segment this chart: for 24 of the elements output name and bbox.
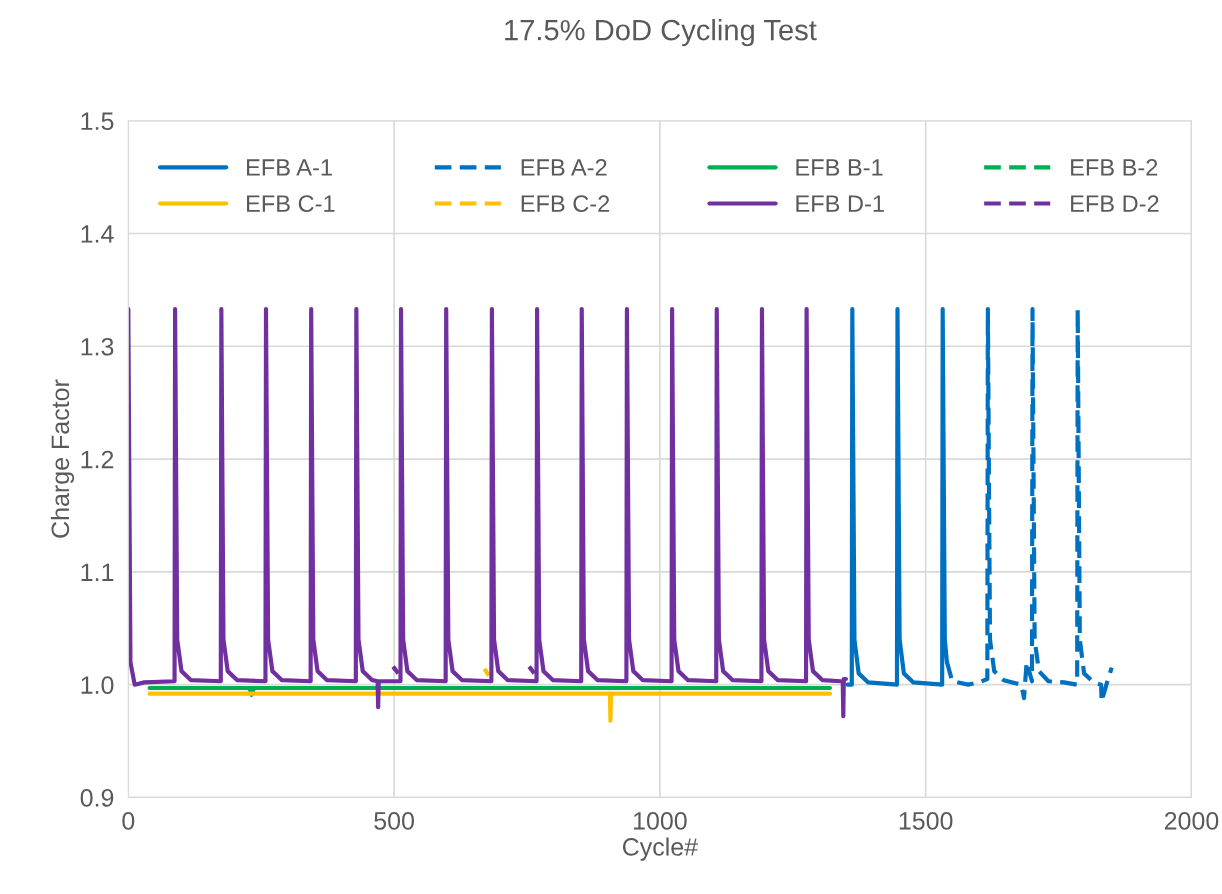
y-tick-label: 1.1 [81, 563, 114, 581]
y-tick-label: 1.0 [81, 676, 114, 694]
x-tick-label: 500 [374, 812, 414, 830]
legend-label: EFB D-2 [1071, 195, 1159, 212]
x-tick-label: 0 [122, 812, 135, 830]
legend-label: EFB A-1 [247, 159, 332, 176]
legend-label: EFB D-1 [796, 195, 884, 212]
legend-label: EFB B-1 [796, 159, 883, 176]
x-tick-label: 1000 [633, 812, 687, 830]
legend-label: EFB B-2 [1071, 159, 1158, 176]
y-tick-label: 1.4 [81, 225, 114, 243]
legend-label: EFB C-2 [521, 195, 610, 212]
x-tick-label: 1500 [899, 812, 953, 830]
y-tick-label: 0.9 [80, 789, 114, 807]
y-axis-title: Charge Factor [50, 379, 75, 538]
y-tick-label: 1.5 [81, 112, 114, 130]
legend-label: EFB A-2 [521, 159, 607, 176]
line-series [128, 306, 849, 719]
chart-title: 17.5% DoD Cycling Test [505, 19, 817, 47]
y-tick-label: 1.2 [81, 450, 114, 469]
legend-label: EFB C-1 [247, 195, 335, 212]
x-axis-title: Cycle# [622, 837, 698, 861]
y-tick-label: 1.3 [81, 337, 114, 356]
x-tick-label: 2000 [1164, 812, 1219, 830]
